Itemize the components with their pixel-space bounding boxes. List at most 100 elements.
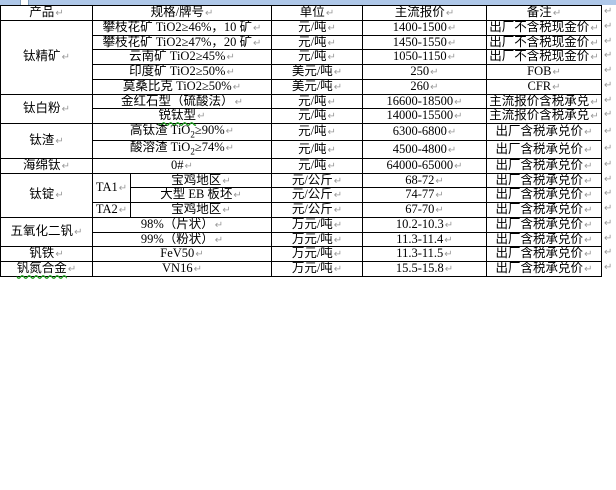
spec-cell[interactable]: 宝鸡地区↵ [130, 172, 272, 189]
remark-cell[interactable]: 出厂含税承兑价↵ [486, 157, 602, 174]
price-cell[interactable]: 1050-1150↵ [362, 49, 487, 65]
price-cell[interactable]: 260↵ [362, 78, 487, 95]
price-cell[interactable]: 68-72↵ [362, 172, 487, 189]
price-cell-text: 10.2-10.3 [395, 216, 444, 231]
unit-cell[interactable]: 万元/吨↵ [271, 261, 363, 277]
paragraph-mark: ↵ [55, 249, 64, 261]
unit-cell[interactable]: 元/吨↵ [271, 34, 363, 51]
unit-cell[interactable]: 万元/吨↵ [271, 216, 363, 233]
price-cell[interactable]: 10.2-10.3↵ [362, 216, 487, 233]
remark-cell[interactable]: 出厂含税承兑价↵ [486, 122, 602, 142]
spec-cell[interactable]: 印度矿 TiO2≥50%↵ [92, 64, 272, 80]
remark-cell[interactable]: CFR↵ [486, 78, 602, 95]
remark-cell[interactable]: 出厂含税承兑价↵ [486, 172, 602, 189]
spec-cell-text: 99%（粉状） [140, 231, 214, 246]
table-row: 99%（粉状）↵ 万元/吨↵ 11.3-11.4↵ 出厂含税承兑价↵ [1, 231, 602, 248]
unit-cell[interactable]: 元/吨↵ [271, 122, 363, 142]
price-cell[interactable]: 1400-1500↵ [362, 19, 487, 36]
spec-cell[interactable]: 0#↵ [92, 157, 272, 174]
paragraph-mark: ↵ [226, 52, 235, 64]
price-cell[interactable]: 11.3-11.4↵ [362, 231, 487, 248]
spec-cell[interactable]: 宝鸡地区↵ [130, 202, 272, 218]
unit-cell[interactable]: 元/吨↵ [271, 157, 363, 174]
unit-cell[interactable]: 元/吨↵ [271, 19, 363, 36]
product-name-cell[interactable]: 钒铁↵ [0, 246, 93, 263]
product-name-cell[interactable]: 钛白粉↵ [0, 93, 93, 124]
remark-cell[interactable]: 出厂含税承兑价↵ [486, 246, 602, 263]
paragraph-mark: ↵ [447, 37, 457, 49]
price-cell[interactable]: 67-70↵ [362, 202, 487, 218]
remark-cell[interactable]: 出厂含税承兑价↵ [486, 140, 602, 159]
remark-cell[interactable]: 出厂含税承兑价↵ [486, 187, 602, 204]
unit-cell[interactable]: 元/吨↵ [271, 108, 363, 124]
table-row: 海绵钛↵ 0#↵ 元/吨↵ 64000-65000↵ 出厂含税承兑价↵ [0, 157, 602, 174]
unit-cell[interactable]: 美元/吨↵ [271, 78, 363, 95]
spec-cell[interactable]: 莫桑比克 TiO2≥50%↵ [92, 78, 272, 95]
remark-cell[interactable]: 出厂不含税现金价↵ [486, 34, 602, 51]
remark-cell-text: 出厂含税承兑价 [495, 261, 584, 276]
spec-cell-text: 宝鸡地区 [171, 172, 222, 187]
unit-cell[interactable]: 元/公斤↵ [271, 187, 363, 204]
remark-cell-text: 出厂不含税现金价 [489, 49, 590, 64]
remark-cell[interactable]: 出厂含税承兑价↵ [486, 231, 602, 248]
margin-paragraph-mark: ↵ [604, 188, 613, 200]
margin-paragraph-mark: ↵ [604, 232, 613, 244]
unit-cell[interactable]: 万元/吨↵ [271, 231, 363, 248]
spec-cell[interactable]: 大型 EB 板坯↵ [130, 187, 272, 204]
spec-cell[interactable]: VN16↵ [92, 261, 272, 277]
remark-cell[interactable]: 出厂含税承兑价↵ [486, 261, 602, 277]
spec-cell[interactable]: 锐钛型↵ [92, 108, 272, 124]
product-name-cell-text: 钛白粉 [23, 100, 61, 115]
price-cell[interactable]: 14000-15500↵ [362, 108, 487, 124]
price-cell[interactable]: 11.3-11.5↵ [362, 246, 487, 263]
spec-cell[interactable]: 攀枝花矿 TiO2≥47%，20 矿↵ [92, 34, 272, 51]
paragraph-mark: ↵ [590, 52, 599, 64]
paragraph-mark: ↵ [222, 175, 231, 187]
spec-cell[interactable]: 酸溶渣 TiO2≥74%↵ [92, 140, 272, 159]
remark-cell-text: 出厂含税承兑价 [495, 141, 584, 156]
unit-cell[interactable]: 元/吨↵ [271, 140, 363, 159]
unit-cell[interactable]: 元/公斤↵ [271, 172, 363, 189]
unit-cell-text: 元/吨 [298, 49, 327, 64]
paragraph-mark: ↵ [552, 8, 562, 19]
spec-cell[interactable]: FeV50↵ [92, 246, 272, 263]
paragraph-mark: ↵ [584, 175, 593, 187]
product-name-cell[interactable]: 海绵钛↵ [0, 157, 93, 174]
product-name-cell[interactable]: 钛精矿↵ [0, 19, 93, 95]
price-cell[interactable]: 64000-65000↵ [362, 157, 487, 174]
grade-cell[interactable]: TA1↵ [92, 172, 131, 204]
price-cell[interactable]: 15.5-15.8↵ [362, 261, 487, 277]
spec-cell[interactable]: 98%（片状）↵ [92, 216, 272, 233]
remark-cell[interactable]: FOB↵ [486, 64, 602, 80]
unit-cell[interactable]: 美元/吨↵ [271, 64, 363, 80]
spec-cell[interactable]: 99%（粉状）↵ [92, 231, 272, 248]
unit-cell[interactable]: 元/公斤↵ [271, 202, 363, 218]
product-name-cell[interactable]: 钒氮合金↵ [0, 261, 93, 277]
price-cell[interactable]: 250↵ [362, 64, 487, 80]
paragraph-mark: ↵ [193, 264, 202, 276]
spec-cell[interactable]: 云南矿 TiO2≥45%↵ [92, 49, 272, 65]
price-cell[interactable]: 74-77↵ [362, 187, 487, 204]
remark-cell[interactable]: 出厂含税承兑价↵ [486, 202, 602, 218]
remark-cell[interactable]: 出厂不含税现金价↵ [486, 19, 602, 36]
product-name-cell[interactable]: 五氧化二钒↵ [0, 216, 93, 248]
remark-cell[interactable]: 主流报价含税承兑↵ [486, 108, 602, 124]
grade-cell[interactable]: TA2↵ [92, 202, 131, 218]
paragraph-mark: ↵ [225, 143, 234, 155]
unit-cell[interactable]: 万元/吨↵ [271, 246, 363, 263]
price-cell[interactable]: 1450-1550↵ [362, 34, 487, 51]
spec-cell[interactable]: 金红石型（硫酸法）↵ [92, 93, 272, 110]
paragraph-mark: ↵ [454, 96, 463, 108]
remark-cell[interactable]: 出厂不含税现金价↵ [486, 49, 602, 65]
price-cell[interactable]: 6300-6800↵ [362, 122, 487, 142]
product-name-cell[interactable]: 钛渣↵ [0, 123, 93, 159]
unit-cell[interactable]: 元/吨↵ [271, 49, 363, 65]
product-name-cell[interactable]: 钛锭↵ [0, 172, 93, 218]
spec-cell[interactable]: 攀枝花矿 TiO2≥46%，10 矿↵ [92, 19, 272, 36]
spec-cell[interactable]: 高钛渣 TiO2≥90%↵ [92, 122, 272, 142]
unit-cell[interactable]: 元/吨↵ [271, 93, 363, 110]
remark-cell[interactable]: 出厂含税承兑价↵ [486, 216, 602, 233]
price-cell[interactable]: 4500-4800↵ [362, 140, 487, 159]
remark-cell[interactable]: 主流报价含税承兑↵ [486, 93, 602, 110]
price-cell[interactable]: 16600-18500↵ [362, 93, 487, 110]
